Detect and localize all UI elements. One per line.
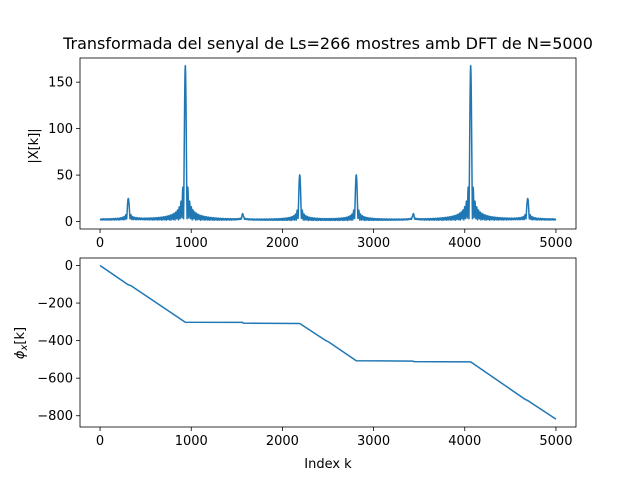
x-tick-label: 3000: [357, 236, 390, 251]
x-tick-label: 5000: [539, 434, 572, 449]
chart-title: Transformada del senyal de Ls=266 mostre…: [62, 34, 593, 53]
y-tick-label: 100: [48, 122, 73, 137]
y-tick-label: 150: [48, 76, 73, 91]
phase-x-axis-label: Index k: [304, 457, 352, 472]
y-tick-label: −800: [37, 409, 73, 424]
axes-frame: [79, 257, 577, 428]
y-tick-label: 0: [65, 259, 73, 274]
phase-series-line: [99, 264, 557, 420]
x-tick-label: 0: [96, 236, 104, 251]
y-tick-label: −200: [37, 297, 73, 312]
x-tick-label: 0: [96, 434, 104, 449]
magnitude-y-axis-label: |X[k]|: [27, 128, 42, 163]
x-tick-label: 5000: [539, 236, 572, 251]
x-tick-label: 4000: [448, 434, 481, 449]
phase-subplot: 0 1000 2000 3000 4000 5000 0 −200 −400 −600 −800: [37, 257, 577, 449]
y-tick-label: 0: [65, 215, 73, 230]
y-tick-label: −600: [37, 372, 73, 387]
phase-y-axis-label: ϕx[k]: [13, 327, 30, 359]
y-tick-label: −400: [37, 334, 73, 349]
x-tick-label: 3000: [357, 434, 390, 449]
axes-frame: [79, 57, 577, 230]
x-tick-label: 1000: [175, 434, 208, 449]
magnitude-subplot: 0 1000 2000 3000 4000 5000 0 50 100 150: [48, 57, 577, 251]
y-tick-label: 50: [56, 169, 73, 184]
x-tick-label: 1000: [175, 236, 208, 251]
x-tick-label: 4000: [448, 236, 481, 251]
magnitude-series-line: [99, 65, 557, 222]
x-tick-label: 2000: [266, 434, 299, 449]
x-tick-label: 2000: [266, 236, 299, 251]
